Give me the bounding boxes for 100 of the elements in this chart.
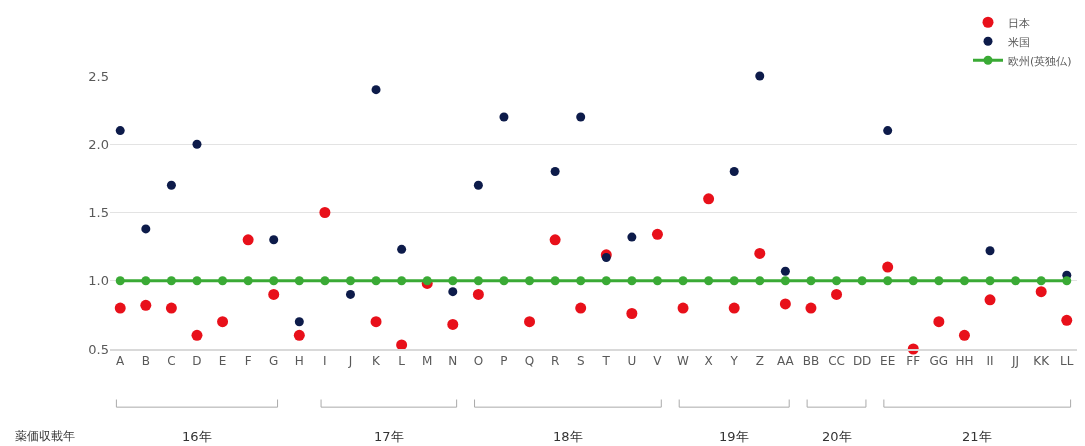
- point: [627, 276, 637, 286]
- y-tick-label: 1.5: [88, 205, 109, 221]
- point: [703, 193, 715, 205]
- point: [985, 246, 995, 256]
- point: [754, 247, 766, 259]
- point: [320, 276, 330, 286]
- point: [141, 276, 151, 286]
- x-tick-label: Z: [755, 354, 764, 369]
- point: [576, 112, 586, 122]
- point: [397, 244, 407, 254]
- x-tick-label: U: [627, 354, 637, 369]
- point: [499, 276, 509, 286]
- point: [806, 276, 816, 286]
- x-tick-label: HH: [955, 354, 974, 369]
- x-tick-label: O: [473, 354, 484, 369]
- point: [115, 126, 125, 136]
- point: [883, 276, 893, 286]
- point: [985, 276, 995, 286]
- point: [243, 276, 253, 286]
- point: [268, 288, 280, 300]
- point: [908, 276, 918, 286]
- x-tick-label: I: [323, 354, 327, 369]
- point: [1011, 276, 1021, 286]
- point: [832, 276, 842, 286]
- point: [755, 276, 765, 286]
- point: [627, 232, 637, 242]
- x-tick-label: P: [500, 354, 508, 369]
- point: [192, 276, 202, 286]
- x-tick-label: KK: [1033, 354, 1051, 369]
- point: [473, 180, 483, 190]
- point: [269, 235, 279, 245]
- point: [166, 276, 176, 286]
- x-tick-label: J: [347, 354, 353, 369]
- y-tick-label: 2.0: [88, 136, 109, 152]
- legend-label: 日本: [1008, 16, 1030, 30]
- x-tick-label: G: [269, 354, 279, 369]
- point: [1062, 276, 1072, 286]
- y-tick-label: 2.5: [88, 68, 109, 84]
- point: [626, 308, 638, 320]
- text: 19年: [719, 429, 749, 444]
- point: [704, 276, 714, 286]
- point: [728, 302, 740, 314]
- point: [678, 276, 688, 286]
- point: [601, 276, 611, 286]
- x-tick-label: JJ: [1011, 354, 1020, 369]
- point: [575, 302, 587, 314]
- x-tick-label: EE: [880, 354, 896, 369]
- x-tick-label: T: [601, 354, 611, 369]
- point: [984, 294, 996, 306]
- x-tick-label: FF: [906, 354, 921, 369]
- x-tick-label: C: [167, 354, 176, 369]
- point: [576, 276, 586, 286]
- y-tick-label: 1.0: [88, 273, 109, 289]
- point: [857, 276, 867, 286]
- text: 20年: [822, 429, 852, 444]
- point: [293, 329, 305, 341]
- point: [473, 276, 483, 286]
- point: [397, 276, 407, 286]
- point: [165, 302, 177, 314]
- x-tick-label: Q: [524, 354, 535, 369]
- text: 17年: [374, 429, 404, 444]
- x-tick-label: BB: [802, 354, 820, 369]
- point: [499, 112, 509, 122]
- point: [371, 276, 381, 286]
- x-tick-label: N: [448, 354, 458, 369]
- point: [550, 276, 560, 286]
- point: [319, 207, 331, 218]
- point: [1036, 276, 1046, 286]
- x-tick-label: AA: [776, 354, 795, 369]
- point: [549, 234, 561, 246]
- point: [192, 139, 202, 149]
- x-tick-label: Y: [729, 354, 739, 369]
- point: [1061, 314, 1073, 326]
- x-tick-label: CC: [828, 354, 845, 369]
- x-tick-label: V: [653, 354, 663, 369]
- x-tick-label: F: [244, 354, 252, 369]
- point: [218, 276, 228, 286]
- point: [1035, 286, 1047, 298]
- x-tick-label: M: [422, 354, 433, 369]
- point: [805, 302, 817, 314]
- point: [959, 276, 969, 286]
- text: 薬価収載年: [15, 429, 75, 443]
- point: [166, 180, 176, 190]
- x-tick-label: K: [372, 354, 382, 369]
- x-tick-label: H: [294, 354, 304, 369]
- point: [345, 289, 355, 299]
- point: [371, 85, 381, 95]
- text: 16年: [182, 429, 212, 444]
- x-tick-label: L: [398, 354, 406, 369]
- x-tick-label: S: [576, 354, 585, 369]
- legend-label: 米国: [1008, 35, 1030, 49]
- point: [958, 329, 970, 341]
- point: [831, 288, 843, 300]
- point: [651, 228, 663, 240]
- x-tick-label: A: [116, 354, 126, 369]
- text: 18年: [553, 429, 583, 444]
- point: [472, 288, 484, 300]
- point: [269, 276, 279, 286]
- point: [448, 287, 458, 297]
- x-tick-label: W: [677, 354, 690, 369]
